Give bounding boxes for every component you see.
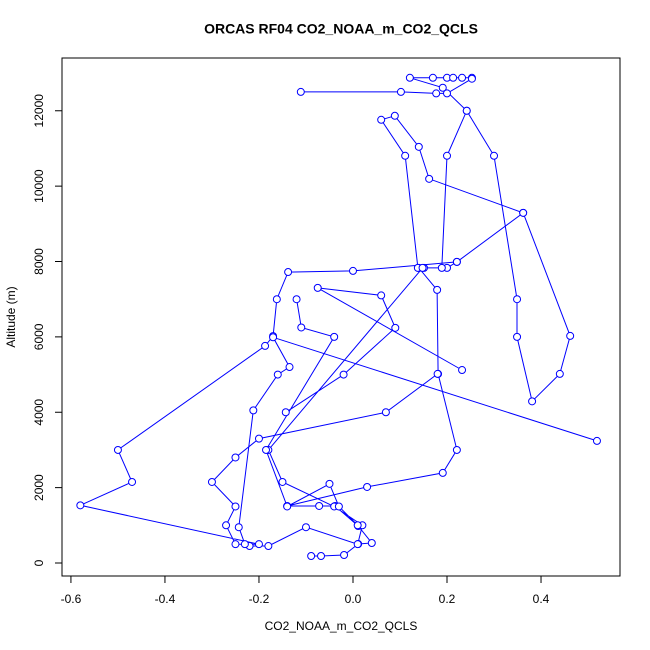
data-point [249,406,258,415]
data-point [261,341,270,350]
data-point [443,151,452,160]
y-tick-label: 8000 [32,248,46,275]
data-point [334,502,343,511]
data-point [269,333,278,342]
data-point [513,332,522,341]
data-point [254,434,263,443]
data-point [452,257,461,266]
data-point [113,445,122,454]
data-point [377,291,386,300]
data-point [281,408,290,417]
data-point [307,551,316,560]
data-point [443,89,452,98]
data-point [330,332,339,341]
data-point [401,151,410,160]
data-point [592,436,601,445]
data-point [391,323,400,332]
data-point [285,363,294,372]
data-point [262,445,271,454]
data-point [519,208,528,217]
x-tick-label: -0.6 [61,592,82,606]
data-point [284,268,293,277]
data-point [467,74,476,83]
data-point [296,87,305,96]
data-point [418,263,427,272]
x-tick-label: -0.2 [249,592,270,606]
data-point [390,111,399,120]
data-point [272,295,281,304]
y-tick-label: 10000 [32,169,46,203]
data-point [452,445,461,454]
data-point [405,73,414,82]
data-point [437,263,446,272]
data-point [458,73,467,82]
data-point [433,369,442,378]
data-point [555,369,564,378]
data-point [264,542,273,551]
data-point [449,73,458,82]
data-point [414,142,423,151]
data-point [313,283,322,292]
data-point [381,408,390,417]
data-point [231,540,240,549]
data-point [513,295,522,304]
data-point [428,73,437,82]
data-point [438,468,447,477]
data-point [348,266,357,275]
data-point [240,540,249,549]
y-tick-label: 4000 [32,399,46,426]
data-point [231,453,240,462]
data-point [297,323,306,332]
data-line [78,77,598,557]
data-point [234,523,243,532]
data-point [432,89,441,98]
data-point [425,174,434,183]
data-point [367,538,376,547]
data-point [222,521,231,530]
x-tick-label: 0.0 [345,592,362,606]
data-point [490,151,499,160]
data-point [292,295,301,304]
y-axis-label: Altitude (m) [4,286,18,347]
data-point [207,477,216,486]
data-point [528,397,537,406]
y-tick-label: 0 [32,559,46,566]
data-point [273,370,282,379]
data-point [317,551,326,560]
data-point [339,370,348,379]
y-tick-label: 6000 [32,323,46,350]
x-axis-label: CO2_NOAA_m_CO2_QCLS [265,619,418,633]
data-point [458,366,467,375]
data-point [353,521,362,530]
data-point [363,482,372,491]
plot-frame [61,57,621,577]
data-point [76,501,85,510]
data-point [325,479,334,488]
data-point [340,551,349,560]
data-point [377,115,386,124]
data-point [315,501,324,510]
chart-title: ORCAS RF04 CO2_NOAA_m_CO2_QCLS [204,21,478,37]
data-point [278,477,287,486]
data-point [283,502,292,511]
y-tick-label: 2000 [32,474,46,501]
data-point [254,540,263,549]
data-point [462,106,471,115]
x-tick-label: 0.2 [439,592,456,606]
data-point [353,540,362,549]
data-point [396,87,405,96]
data-point [438,83,447,92]
data-point [128,477,137,486]
data-point [433,285,442,294]
y-tick-label: 12000 [32,94,46,128]
data-point [231,502,240,511]
data-point [301,523,310,532]
x-tick-label: -0.4 [155,592,176,606]
data-point [566,331,575,340]
x-tick-label: 0.4 [533,592,550,606]
